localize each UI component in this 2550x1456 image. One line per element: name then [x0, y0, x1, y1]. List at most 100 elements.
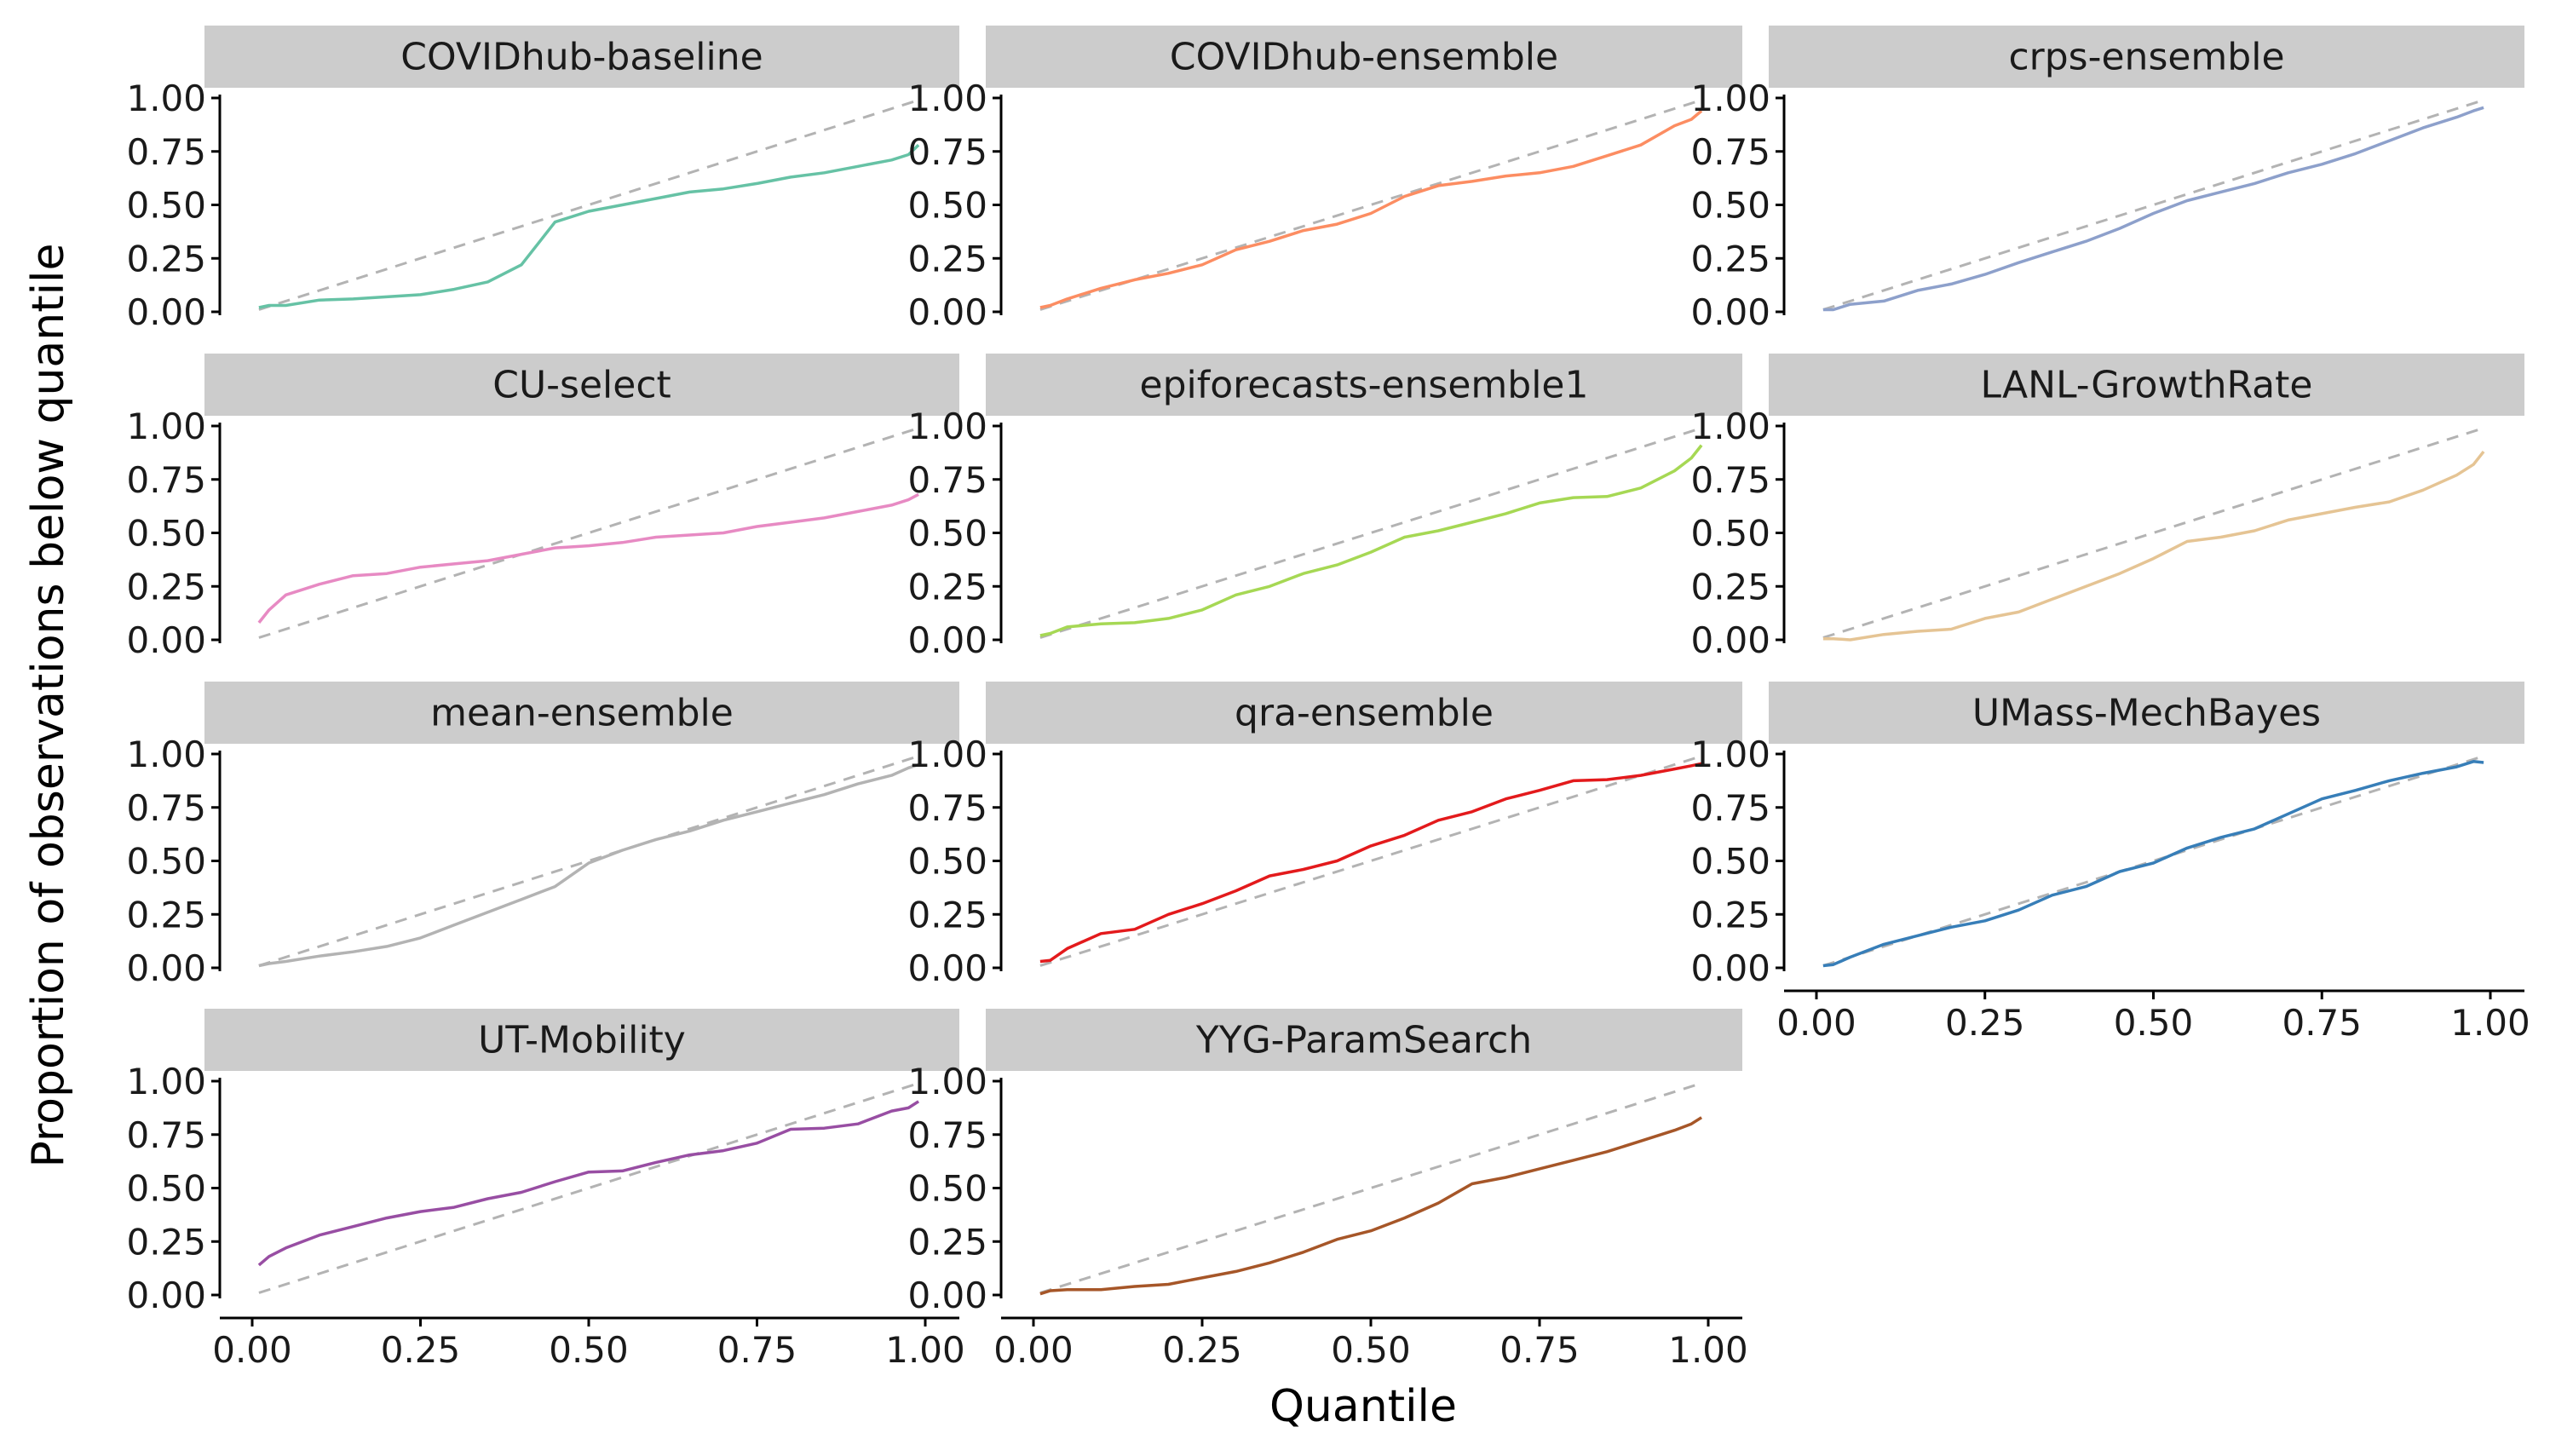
facet-strip [1769, 354, 2524, 416]
y-tick-label: 1.00 [126, 1061, 206, 1102]
y-tick-label: 0.75 [126, 1114, 206, 1156]
facet-strip-label: COVIDhub-ensemble [1170, 36, 1558, 79]
facet-strip [204, 26, 959, 88]
reference-line [1039, 99, 1702, 311]
y-tick-label: 0.25 [907, 238, 987, 279]
series-line [1822, 451, 2485, 642]
facet-panel: LANL-GrowthRate 0.00 0.25 0.50 0.75 1.00 [1690, 354, 2524, 661]
y-tick-label: 1.00 [1690, 406, 1770, 447]
y-tick-label: 1.00 [1690, 734, 1770, 775]
y-tick-label: 1.00 [126, 78, 206, 119]
facet-strip [204, 1009, 959, 1071]
y-tick-label: 0.50 [126, 841, 206, 883]
y-tick-label: 0.75 [907, 787, 987, 829]
y-tick-label: 0.50 [1690, 185, 1770, 227]
reference-line [1039, 1082, 1702, 1294]
facet-strip-label: LANL-GrowthRate [1981, 364, 2313, 407]
y-tick-label: 0.75 [1690, 787, 1770, 829]
y-tick-label: 0.75 [1690, 131, 1770, 173]
y-tick-label: 0.50 [1690, 513, 1770, 555]
y-tick-label: 1.00 [907, 734, 987, 775]
reference-line [258, 99, 919, 311]
facet-panel: COVIDhub-baseline 0.00 0.25 0.50 0.75 1.00 [126, 26, 959, 333]
series-line [257, 1100, 920, 1267]
reference-line [1822, 755, 2484, 967]
y-tick-label: 0.00 [907, 619, 987, 661]
facet-strip [986, 354, 1742, 416]
y-tick-label: 0.00 [126, 1275, 206, 1316]
facet-strip [1769, 682, 2524, 744]
y-tick-label: 0.50 [126, 513, 206, 555]
y-tick-label: 0.25 [1690, 566, 1770, 607]
y-tick-label: 0.25 [907, 1221, 987, 1263]
facet-panel: CU-select 0.00 0.25 0.50 0.75 1.00 [126, 354, 959, 661]
y-tick-label: 0.25 [126, 894, 206, 935]
reference-line [258, 755, 919, 967]
y-tick-label: 0.25 [907, 894, 987, 935]
facet-strip-label: epiforecasts-ensemble1 [1140, 364, 1589, 407]
facet-panel: crps-ensemble 0.00 0.25 0.50 0.75 1.00 [1690, 26, 2524, 333]
series-line [258, 763, 919, 968]
x-tick-label: 0.75 [717, 1329, 797, 1371]
y-axis-title: Proportion of observations below quantil… [23, 243, 74, 1167]
x-tick-label: 0.50 [549, 1329, 629, 1371]
reference-line [1039, 427, 1702, 639]
y-tick-label: 0.50 [907, 513, 987, 555]
series-line [1039, 444, 1703, 637]
y-tick-label: 0.50 [907, 1168, 987, 1210]
facet-panel: mean-ensemble 0.00 0.25 0.50 0.75 1.00 [126, 682, 959, 989]
facet-strip [986, 1009, 1742, 1071]
y-tick-label: 0.50 [1690, 841, 1770, 883]
y-tick-label: 0.25 [126, 1221, 206, 1263]
y-tick-label: 0.25 [126, 238, 206, 279]
y-tick-label: 0.00 [907, 291, 987, 333]
y-tick-label: 0.25 [1690, 238, 1770, 279]
x-tick-label: 1.00 [2450, 1002, 2530, 1044]
reference-line [1822, 99, 2484, 311]
y-tick-label: 0.00 [126, 619, 206, 661]
y-tick-label: 1.00 [126, 734, 206, 775]
series-line [258, 143, 920, 309]
series-line [1822, 760, 2484, 968]
facet-panel: COVIDhub-ensemble 0.00 0.25 0.50 0.75 1.00 [907, 26, 1742, 333]
facet-strip [204, 354, 959, 416]
facet-panel: YYG-ParamSearch 0.00 0.25 0.50 0.75 1.00 0.00 0… [907, 1009, 1748, 1371]
reference-line [258, 427, 919, 639]
y-tick-label: 0.75 [126, 131, 206, 173]
y-tick-label: 0.25 [907, 566, 987, 607]
y-tick-label: 0.00 [1690, 947, 1770, 989]
x-tick-label: 0.25 [381, 1329, 461, 1371]
y-tick-label: 1.00 [126, 406, 206, 447]
y-tick-label: 0.75 [907, 1114, 987, 1156]
facet-panels: COVIDhub-baseline0.000.250.500.751.00COV… [126, 26, 2530, 1371]
reference-line [1039, 755, 1702, 967]
y-tick-label: 0.00 [1690, 291, 1770, 333]
facet-strip-label: crps-ensemble [2008, 36, 2284, 79]
facet-strip [204, 682, 959, 744]
y-tick-label: 0.75 [907, 459, 987, 501]
facet-strip [986, 26, 1742, 88]
x-tick-label: 0.75 [2282, 1002, 2362, 1044]
facet-panel: epiforecasts-ensemble1 0.00 0.25 0.50 0.75 1.… [907, 354, 1742, 661]
x-axis-title: Quantile [1269, 1381, 1457, 1432]
y-tick-label: 1.00 [907, 1061, 987, 1102]
series-line [257, 492, 919, 624]
y-tick-label: 1.00 [907, 406, 987, 447]
y-tick-label: 0.00 [907, 1275, 987, 1316]
x-tick-label: 1.00 [885, 1329, 965, 1371]
x-tick-label: 0.00 [993, 1329, 1074, 1371]
facet-panel: UMass-MechBayes 0.00 0.25 0.50 0.75 1.00 0.00 0… [1690, 682, 2530, 1044]
facet-strip-label: UT-Mobility [478, 1019, 686, 1062]
reference-line [258, 1082, 919, 1294]
y-tick-label: 0.00 [126, 947, 206, 989]
y-tick-label: 1.00 [1690, 78, 1770, 119]
y-tick-label: 0.50 [907, 185, 987, 227]
x-tick-label: 0.00 [1776, 1002, 1856, 1044]
x-tick-label: 0.00 [212, 1329, 292, 1371]
series-line [1822, 106, 2484, 312]
y-tick-label: 0.75 [907, 131, 987, 173]
y-tick-label: 0.50 [126, 185, 206, 227]
facet-strip-label: UMass-MechBayes [1972, 692, 2321, 735]
facet-strip-label: qra-ensemble [1235, 692, 1494, 735]
y-tick-label: 1.00 [907, 78, 987, 119]
